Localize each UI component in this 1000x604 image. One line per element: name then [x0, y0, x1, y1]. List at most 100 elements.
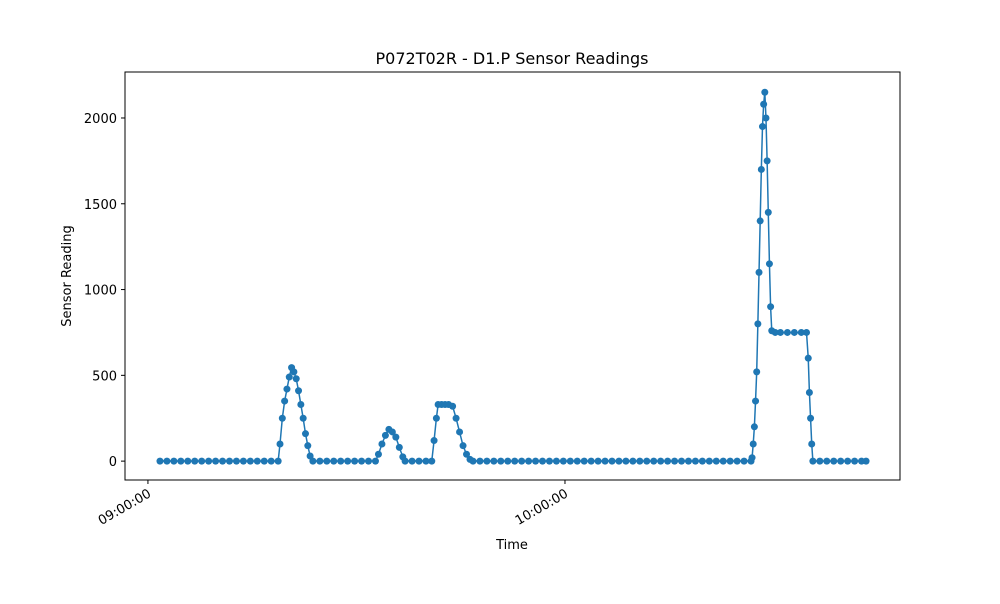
data-point [763, 157, 771, 165]
data-point [415, 457, 423, 465]
data-point [636, 457, 644, 465]
data-point [862, 457, 870, 465]
data-point [365, 457, 373, 465]
data-point [750, 423, 758, 431]
data-point [756, 217, 764, 225]
data-point [274, 457, 282, 465]
data-point [253, 457, 261, 465]
data-point [601, 457, 609, 465]
data-point [191, 457, 199, 465]
data-point [408, 457, 416, 465]
data-point [587, 457, 595, 465]
data-point [267, 457, 275, 465]
data-point [504, 457, 512, 465]
data-point [844, 457, 852, 465]
data-point [278, 414, 286, 422]
data-point [532, 457, 540, 465]
data-point [295, 387, 303, 395]
data-point [177, 457, 185, 465]
data-point [765, 260, 773, 268]
y-tick-label: 2000 [84, 112, 117, 127]
data-point [608, 457, 616, 465]
data-point [392, 433, 400, 441]
data-point [545, 457, 553, 465]
data-point [622, 457, 630, 465]
data-point [691, 457, 699, 465]
data-point [276, 440, 284, 448]
data-point [684, 457, 692, 465]
data-point [476, 457, 484, 465]
data-point [239, 457, 247, 465]
data-point [184, 457, 192, 465]
data-point [771, 328, 779, 336]
data-point [657, 457, 665, 465]
data-point [851, 457, 859, 465]
data-point [371, 457, 379, 465]
data-point [198, 457, 206, 465]
data-point [497, 457, 505, 465]
data-point [580, 457, 588, 465]
data-point [837, 457, 845, 465]
data-point [752, 397, 760, 405]
data-point [767, 303, 775, 311]
data-point [306, 452, 314, 460]
data-point [539, 457, 547, 465]
data-point [432, 414, 440, 422]
data-point [749, 440, 757, 448]
data-point [205, 457, 213, 465]
data-point [650, 457, 658, 465]
data-point [219, 457, 227, 465]
data-point [299, 414, 307, 422]
data-point [323, 457, 331, 465]
data-point [358, 457, 366, 465]
data-point [428, 457, 436, 465]
data-point [483, 457, 491, 465]
data-point [740, 457, 748, 465]
data-point [330, 457, 338, 465]
data-point [594, 457, 602, 465]
data-point [292, 375, 300, 383]
y-tick-label: 0 [109, 455, 117, 470]
data-point [260, 457, 268, 465]
data-point [337, 457, 345, 465]
data-point [422, 457, 430, 465]
data-point [290, 368, 298, 376]
data-point [283, 385, 291, 393]
data-point [797, 328, 805, 336]
data-point [719, 457, 727, 465]
data-point [726, 457, 734, 465]
data-point [762, 114, 770, 122]
data-point [566, 457, 574, 465]
data-point [518, 457, 526, 465]
data-point [225, 457, 233, 465]
data-point [304, 442, 312, 450]
data-point [351, 457, 359, 465]
data-point [381, 431, 389, 439]
data-point [754, 320, 762, 328]
data-point [452, 414, 460, 422]
data-point [344, 457, 352, 465]
data-point [511, 457, 519, 465]
data-point [490, 457, 498, 465]
data-point [629, 457, 637, 465]
data-point [378, 440, 386, 448]
data-point [459, 442, 467, 450]
data-point [809, 457, 817, 465]
data-point [246, 457, 254, 465]
y-axis-label: Sensor Reading [60, 225, 75, 326]
data-point [758, 123, 766, 131]
data-point [281, 397, 289, 405]
chart-title: P072T02R - D1.P Sensor Readings [376, 49, 649, 68]
data-point [678, 457, 686, 465]
data-point [790, 328, 798, 336]
data-point [783, 328, 791, 336]
data-point [163, 457, 171, 465]
data-point [804, 354, 812, 362]
data-point [301, 430, 309, 438]
data-point [760, 100, 768, 108]
data-point [705, 457, 713, 465]
data-point [823, 457, 831, 465]
data-point [757, 165, 765, 173]
